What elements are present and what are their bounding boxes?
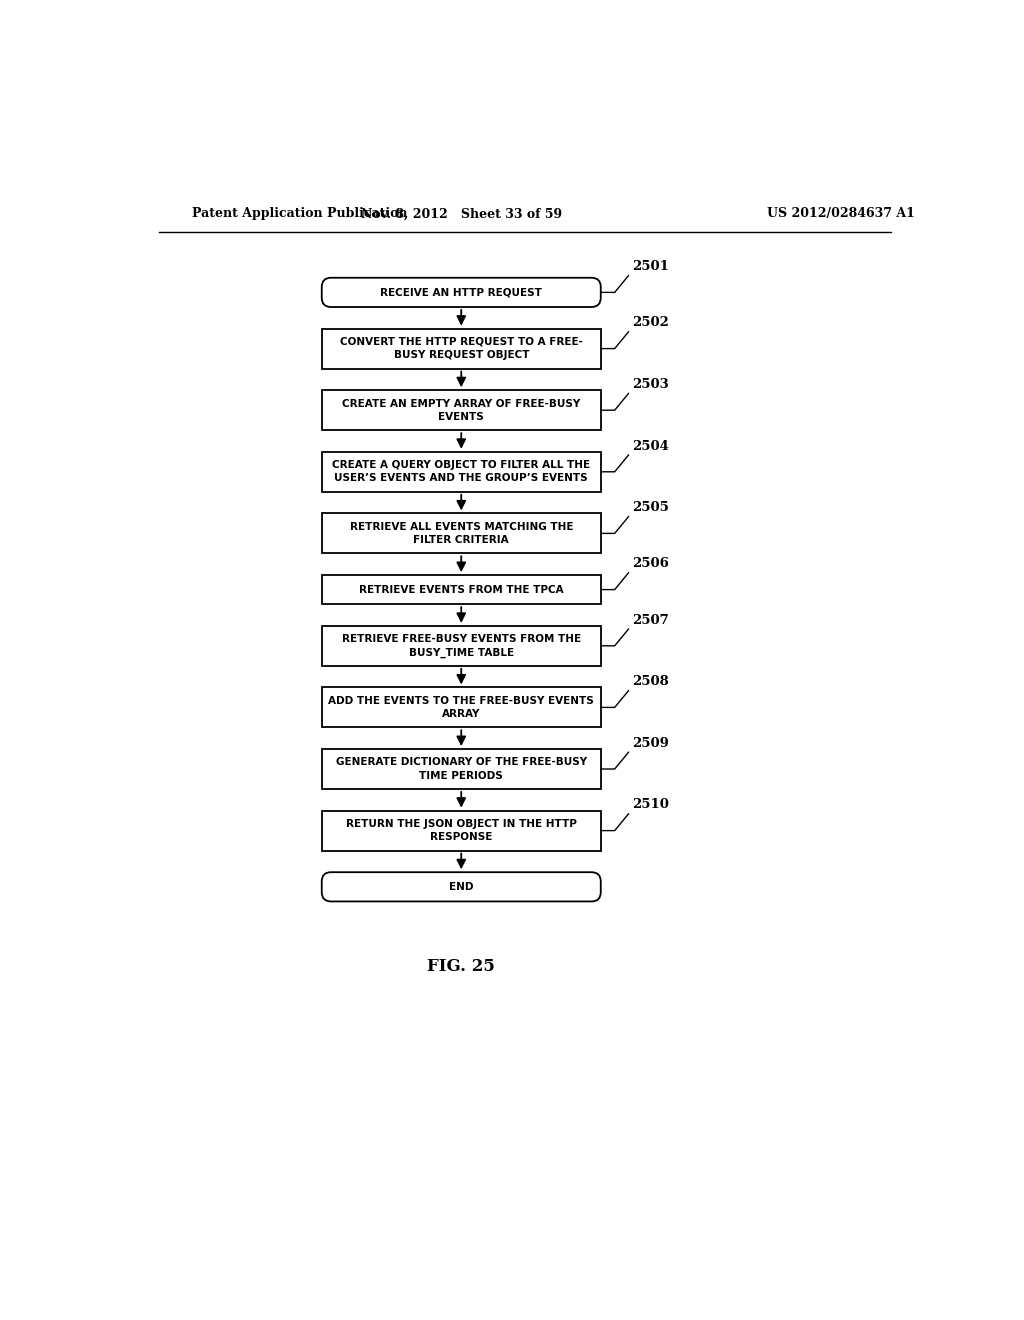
Text: 2501: 2501 bbox=[633, 260, 670, 273]
FancyBboxPatch shape bbox=[322, 688, 601, 727]
Text: RETURN THE JSON OBJECT IN THE HTTP
RESPONSE: RETURN THE JSON OBJECT IN THE HTTP RESPO… bbox=[346, 818, 577, 842]
Text: CREATE AN EMPTY ARRAY OF FREE-BUSY
EVENTS: CREATE AN EMPTY ARRAY OF FREE-BUSY EVENT… bbox=[342, 399, 581, 422]
Text: US 2012/0284637 A1: US 2012/0284637 A1 bbox=[767, 207, 914, 220]
Text: 2510: 2510 bbox=[633, 799, 670, 812]
Text: RETRIEVE ALL EVENTS MATCHING THE
FILTER CRITERIA: RETRIEVE ALL EVENTS MATCHING THE FILTER … bbox=[349, 521, 573, 545]
Text: CONVERT THE HTTP REQUEST TO A FREE-
BUSY REQUEST OBJECT: CONVERT THE HTTP REQUEST TO A FREE- BUSY… bbox=[340, 337, 583, 360]
Text: RETRIEVE FREE-BUSY EVENTS FROM THE
BUSY_TIME TABLE: RETRIEVE FREE-BUSY EVENTS FROM THE BUSY_… bbox=[342, 634, 581, 657]
FancyBboxPatch shape bbox=[322, 451, 601, 492]
FancyBboxPatch shape bbox=[322, 513, 601, 553]
Text: FIG. 25: FIG. 25 bbox=[427, 958, 496, 975]
Text: 2504: 2504 bbox=[633, 440, 670, 453]
FancyBboxPatch shape bbox=[322, 277, 601, 308]
Text: Nov. 8, 2012   Sheet 33 of 59: Nov. 8, 2012 Sheet 33 of 59 bbox=[360, 207, 562, 220]
FancyBboxPatch shape bbox=[322, 748, 601, 789]
Text: END: END bbox=[449, 882, 473, 892]
Text: 2507: 2507 bbox=[633, 614, 670, 627]
Text: 2503: 2503 bbox=[633, 378, 670, 391]
FancyBboxPatch shape bbox=[322, 873, 601, 902]
FancyBboxPatch shape bbox=[322, 576, 601, 605]
Text: CREATE A QUERY OBJECT TO FILTER ALL THE
USER’S EVENTS AND THE GROUP’S EVENTS: CREATE A QUERY OBJECT TO FILTER ALL THE … bbox=[332, 461, 590, 483]
Text: Patent Application Publication: Patent Application Publication bbox=[191, 207, 408, 220]
Text: 2502: 2502 bbox=[633, 317, 670, 330]
Text: RECEIVE AN HTTP REQUEST: RECEIVE AN HTTP REQUEST bbox=[380, 288, 542, 297]
Text: RETRIEVE EVENTS FROM THE TPCA: RETRIEVE EVENTS FROM THE TPCA bbox=[359, 585, 563, 594]
Text: 2508: 2508 bbox=[633, 675, 670, 688]
FancyBboxPatch shape bbox=[322, 329, 601, 368]
FancyBboxPatch shape bbox=[322, 810, 601, 850]
Text: GENERATE DICTIONARY OF THE FREE-BUSY
TIME PERIODS: GENERATE DICTIONARY OF THE FREE-BUSY TIM… bbox=[336, 758, 587, 780]
Text: 2505: 2505 bbox=[633, 502, 670, 513]
FancyBboxPatch shape bbox=[322, 626, 601, 665]
Text: ADD THE EVENTS TO THE FREE-BUSY EVENTS
ARRAY: ADD THE EVENTS TO THE FREE-BUSY EVENTS A… bbox=[329, 696, 594, 719]
FancyBboxPatch shape bbox=[322, 391, 601, 430]
Text: 2506: 2506 bbox=[633, 557, 670, 570]
Text: 2509: 2509 bbox=[633, 737, 670, 750]
